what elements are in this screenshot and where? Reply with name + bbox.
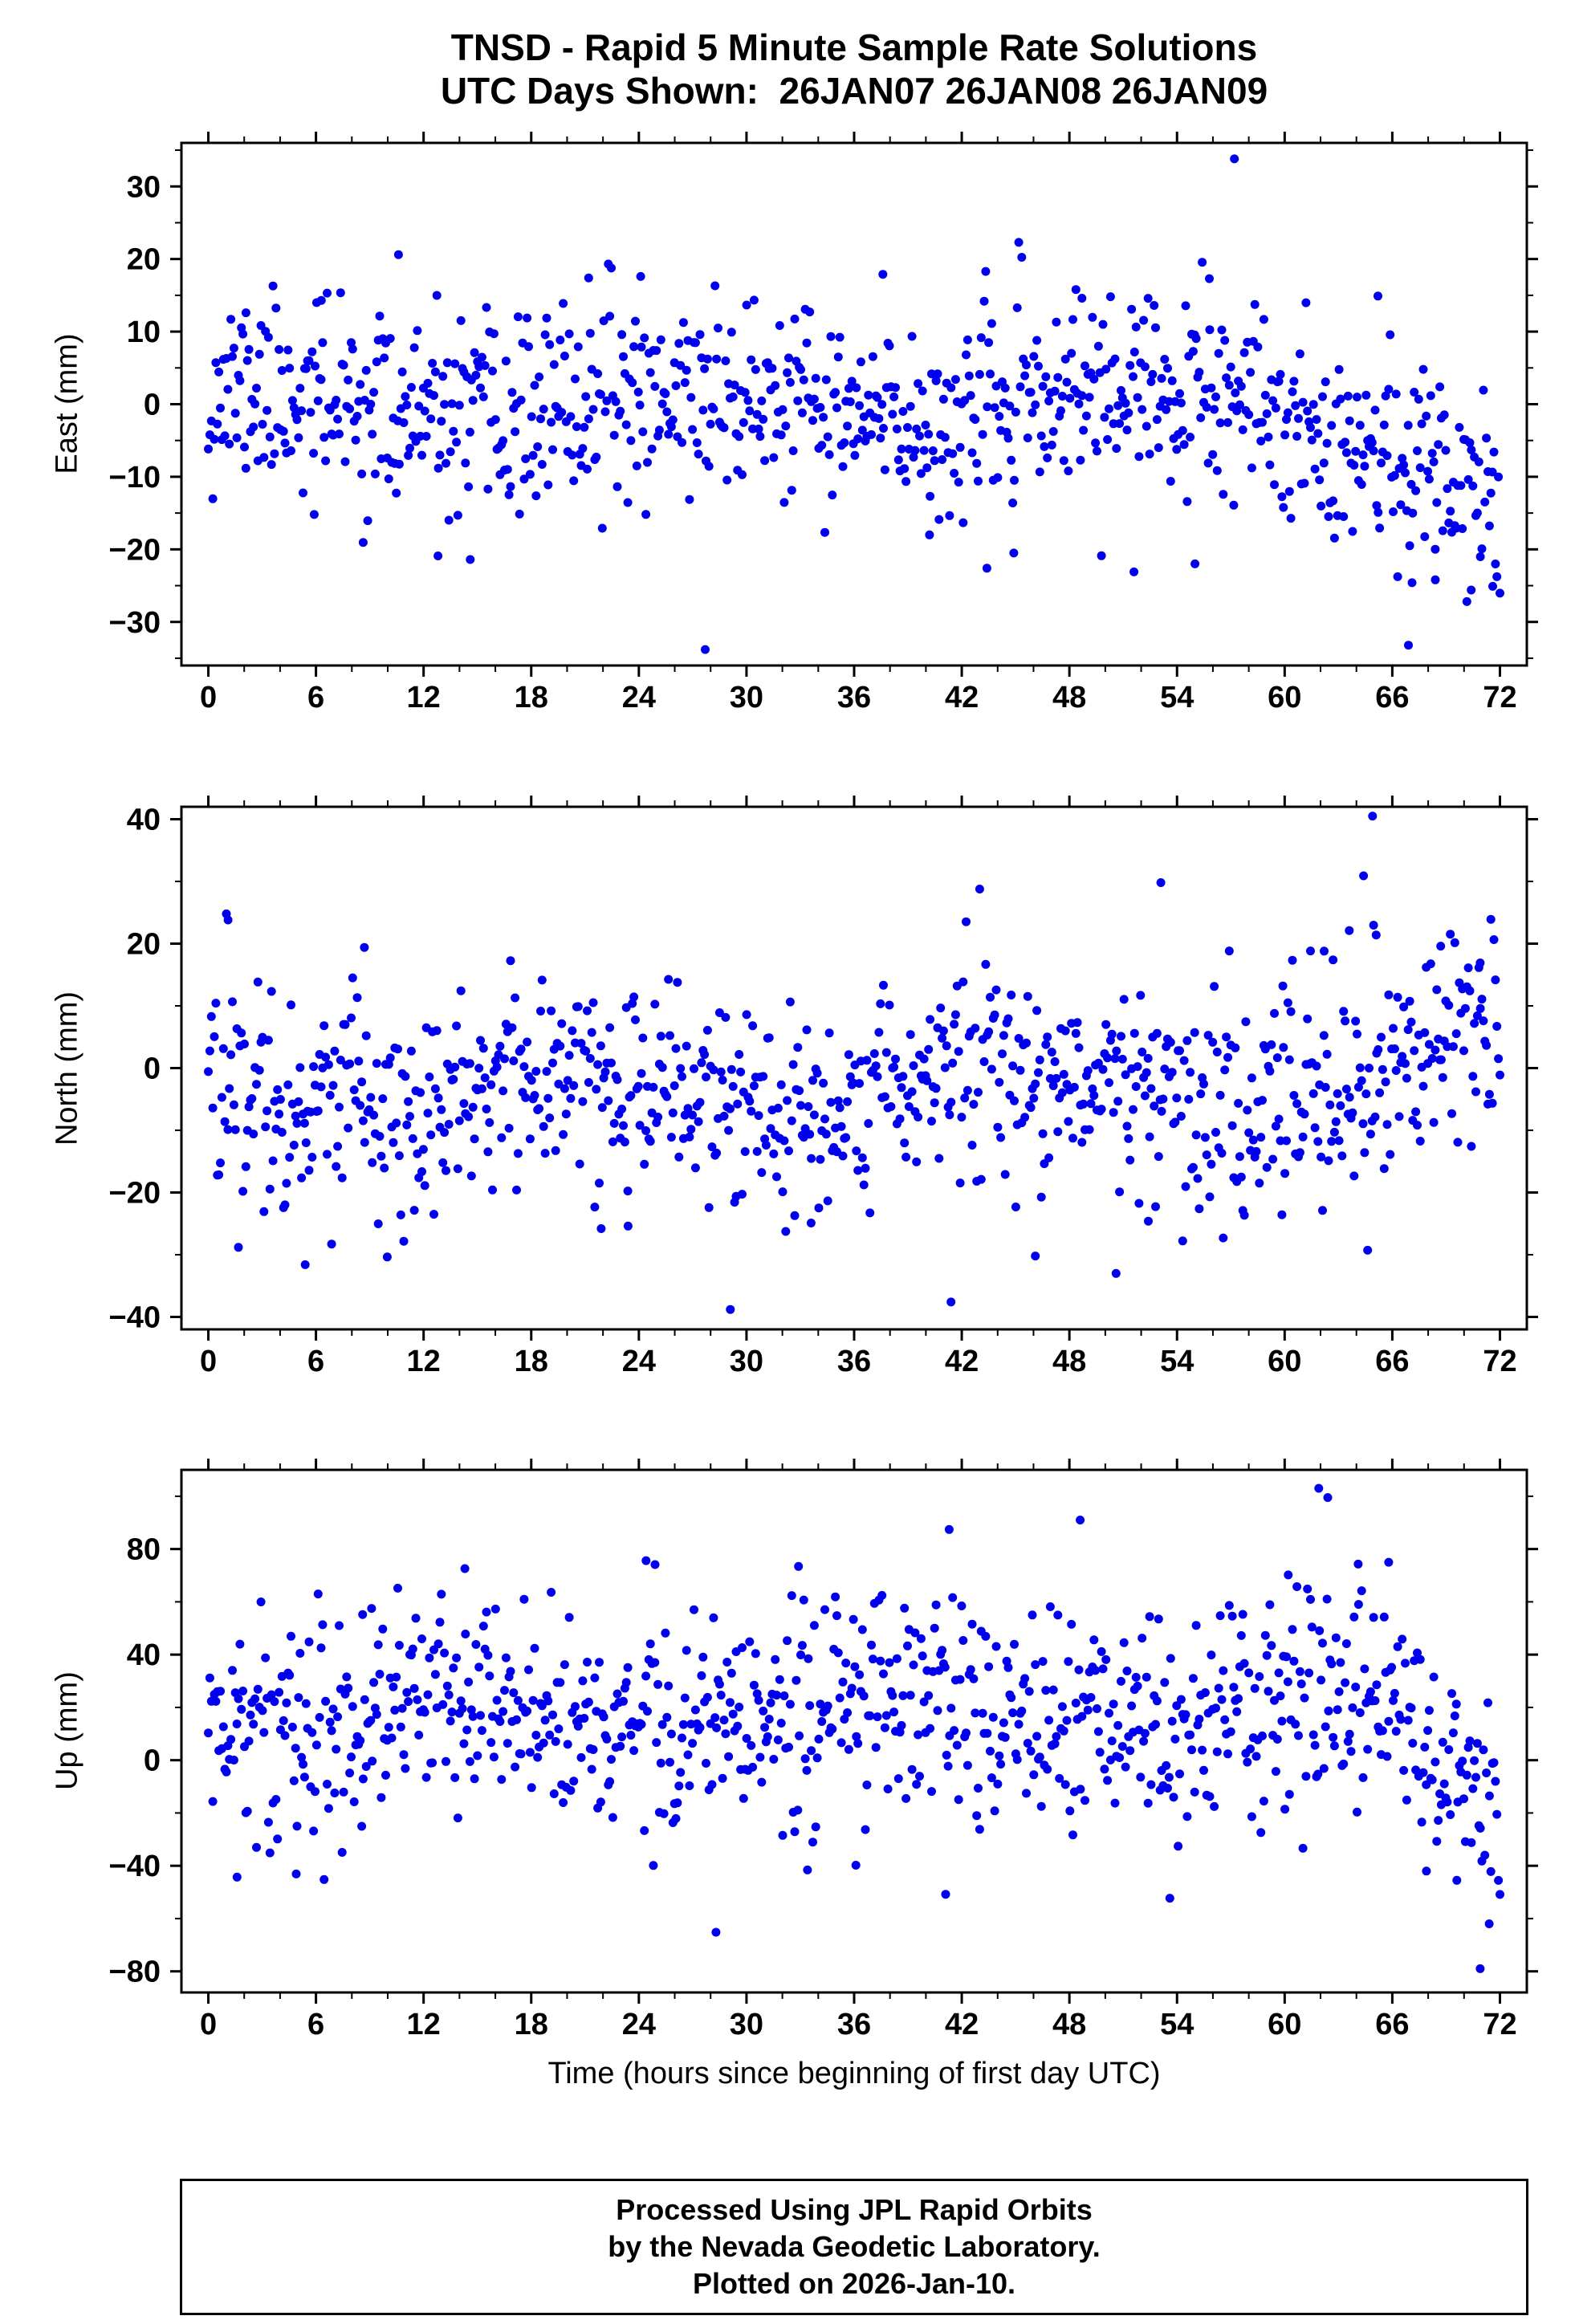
svg-text:54: 54 bbox=[1160, 2008, 1194, 2041]
svg-text:54: 54 bbox=[1160, 1345, 1194, 1378]
svg-text:66: 66 bbox=[1375, 2008, 1409, 2041]
svg-text:18: 18 bbox=[515, 681, 548, 714]
svg-text:18: 18 bbox=[515, 1345, 548, 1378]
svg-text:10: 10 bbox=[127, 315, 161, 349]
east-points bbox=[204, 154, 1504, 654]
svg-text:−10: −10 bbox=[109, 461, 161, 495]
svg-text:24: 24 bbox=[622, 2008, 656, 2041]
svg-text:0: 0 bbox=[144, 389, 161, 422]
east-panel: 0 6 12 18 24 30 36 42 48 54 60 66 72 −30 −20 −10 0 10 20 30 bbox=[109, 132, 1538, 714]
footer-line-2: by the Nevada Geodetic Laboratory. bbox=[608, 2230, 1101, 2263]
svg-text:30: 30 bbox=[127, 170, 161, 204]
svg-text:48: 48 bbox=[1052, 1345, 1086, 1378]
svg-text:54: 54 bbox=[1160, 681, 1194, 714]
svg-text:66: 66 bbox=[1375, 1345, 1409, 1378]
north-panel: 0 6 12 18 24 30 36 42 48 54 60 66 72 −40 −20 0 20 40 bbox=[109, 796, 1538, 1378]
svg-text:−40: −40 bbox=[109, 1850, 161, 1883]
svg-text:72: 72 bbox=[1483, 2008, 1516, 2041]
svg-text:36: 36 bbox=[837, 1345, 871, 1378]
svg-text:42: 42 bbox=[945, 2008, 979, 2041]
svg-text:0: 0 bbox=[200, 1345, 217, 1378]
svg-text:6: 6 bbox=[307, 681, 324, 714]
svg-text:80: 80 bbox=[127, 1533, 161, 1567]
svg-text:24: 24 bbox=[622, 1345, 656, 1378]
svg-text:30: 30 bbox=[730, 681, 763, 714]
svg-text:30: 30 bbox=[730, 1345, 763, 1378]
chart-subtitle: UTC Days Shown: 26JAN07 26JAN08 26JAN09 bbox=[440, 70, 1268, 112]
svg-text:66: 66 bbox=[1375, 681, 1409, 714]
svg-text:42: 42 bbox=[945, 1345, 979, 1378]
footer-line-1: Processed Using JPL Rapid Orbits bbox=[616, 2193, 1093, 2226]
y-axis-label-east: East (mm) bbox=[50, 333, 84, 474]
svg-text:0: 0 bbox=[144, 1744, 161, 1778]
svg-text:0: 0 bbox=[200, 681, 217, 714]
y-axis-label-north: North (mm) bbox=[50, 991, 84, 1146]
svg-text:30: 30 bbox=[730, 2008, 763, 2041]
svg-text:72: 72 bbox=[1483, 1345, 1516, 1378]
svg-text:36: 36 bbox=[837, 2008, 871, 2041]
svg-text:12: 12 bbox=[407, 1345, 441, 1378]
footer-box: Processed Using JPL Rapid Orbits by the … bbox=[180, 2179, 1528, 2315]
svg-text:60: 60 bbox=[1268, 681, 1301, 714]
svg-text:12: 12 bbox=[407, 2008, 441, 2041]
up-points bbox=[204, 1484, 1504, 1973]
svg-text:6: 6 bbox=[307, 1345, 324, 1378]
svg-text:6: 6 bbox=[307, 2008, 324, 2041]
svg-text:0: 0 bbox=[200, 2008, 217, 2041]
svg-text:60: 60 bbox=[1268, 1345, 1301, 1378]
svg-text:48: 48 bbox=[1052, 2008, 1086, 2041]
svg-text:40: 40 bbox=[127, 1638, 161, 1672]
x-axis-label: Time (hours since beginning of first day… bbox=[547, 2057, 1161, 2090]
svg-text:−20: −20 bbox=[109, 533, 161, 567]
svg-text:48: 48 bbox=[1052, 681, 1086, 714]
y-axis-label-up: Up (mm) bbox=[50, 1671, 84, 1790]
svg-text:−20: −20 bbox=[109, 1177, 161, 1211]
svg-text:20: 20 bbox=[127, 928, 161, 962]
footer-line-3: Plotted on 2026-Jan-10. bbox=[692, 2267, 1016, 2300]
svg-text:60: 60 bbox=[1268, 2008, 1301, 2041]
svg-text:40: 40 bbox=[127, 804, 161, 837]
svg-text:36: 36 bbox=[837, 681, 871, 714]
svg-text:18: 18 bbox=[515, 2008, 548, 2041]
up-panel: 0 6 12 18 24 30 36 42 48 54 60 66 72 −80 −40 0 40 80 bbox=[109, 1459, 1538, 2041]
svg-text:20: 20 bbox=[127, 243, 161, 277]
svg-text:−30: −30 bbox=[109, 606, 161, 640]
svg-text:12: 12 bbox=[407, 681, 441, 714]
north-points bbox=[204, 812, 1504, 1314]
chart-title: TNSD - Rapid 5 Minute Sample Rate Soluti… bbox=[450, 26, 1258, 68]
svg-text:−40: −40 bbox=[109, 1301, 161, 1335]
svg-text:42: 42 bbox=[945, 681, 979, 714]
svg-text:72: 72 bbox=[1483, 681, 1516, 714]
svg-text:−80: −80 bbox=[109, 1956, 161, 1989]
svg-text:0: 0 bbox=[144, 1052, 161, 1086]
svg-text:24: 24 bbox=[622, 681, 656, 714]
